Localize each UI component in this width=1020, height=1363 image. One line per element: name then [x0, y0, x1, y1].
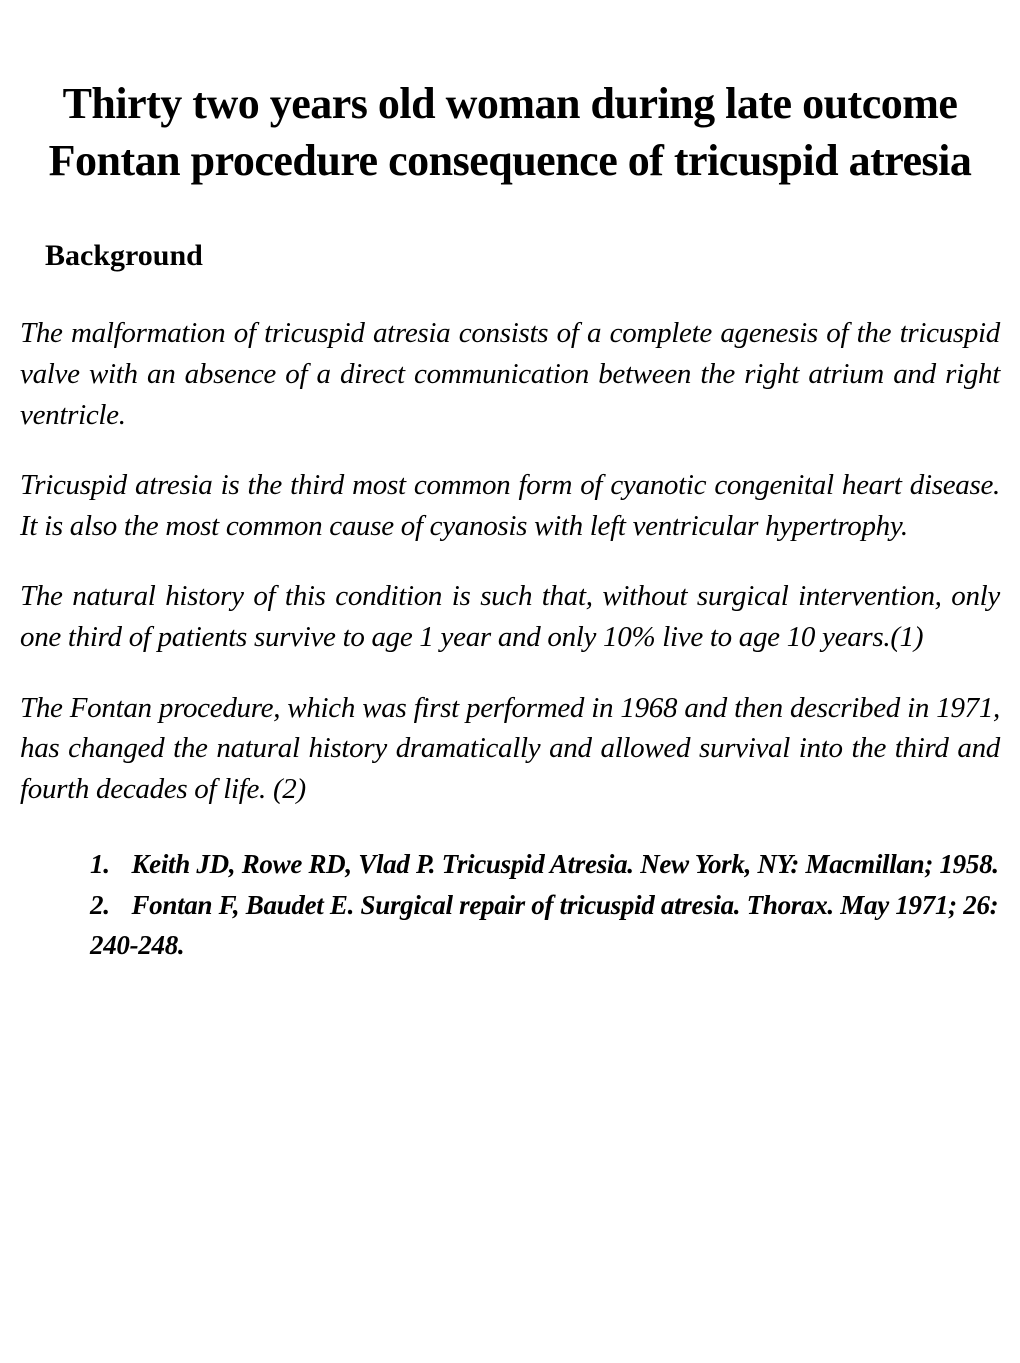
reference-1-number: 1. — [90, 844, 125, 885]
reference-2-text: Fontan F, Baudet E. Surgical repair of t… — [90, 890, 998, 961]
reference-1-text: Keith JD, Rowe RD, Vlad P. Tricuspid Atr… — [131, 849, 998, 879]
reference-2-number: 2. — [90, 885, 125, 926]
paragraph-4: The Fontan procedure, which was first pe… — [20, 688, 1000, 810]
reference-2: 2. Fontan F, Baudet E. Surgical repair o… — [90, 885, 1000, 966]
paragraph-1: The malformation of tricuspid atresia co… — [20, 313, 1000, 435]
document-title: Thirty two years old woman during late o… — [20, 75, 1000, 189]
references-list: 1. Keith JD, Rowe RD, Vlad P. Tricuspid … — [90, 844, 1000, 966]
background-heading: Background — [45, 239, 1000, 273]
reference-1: 1. Keith JD, Rowe RD, Vlad P. Tricuspid … — [90, 844, 1000, 885]
paragraph-3: The natural history of this condition is… — [20, 576, 1000, 657]
paragraph-2: Tricuspid atresia is the third most comm… — [20, 465, 1000, 546]
